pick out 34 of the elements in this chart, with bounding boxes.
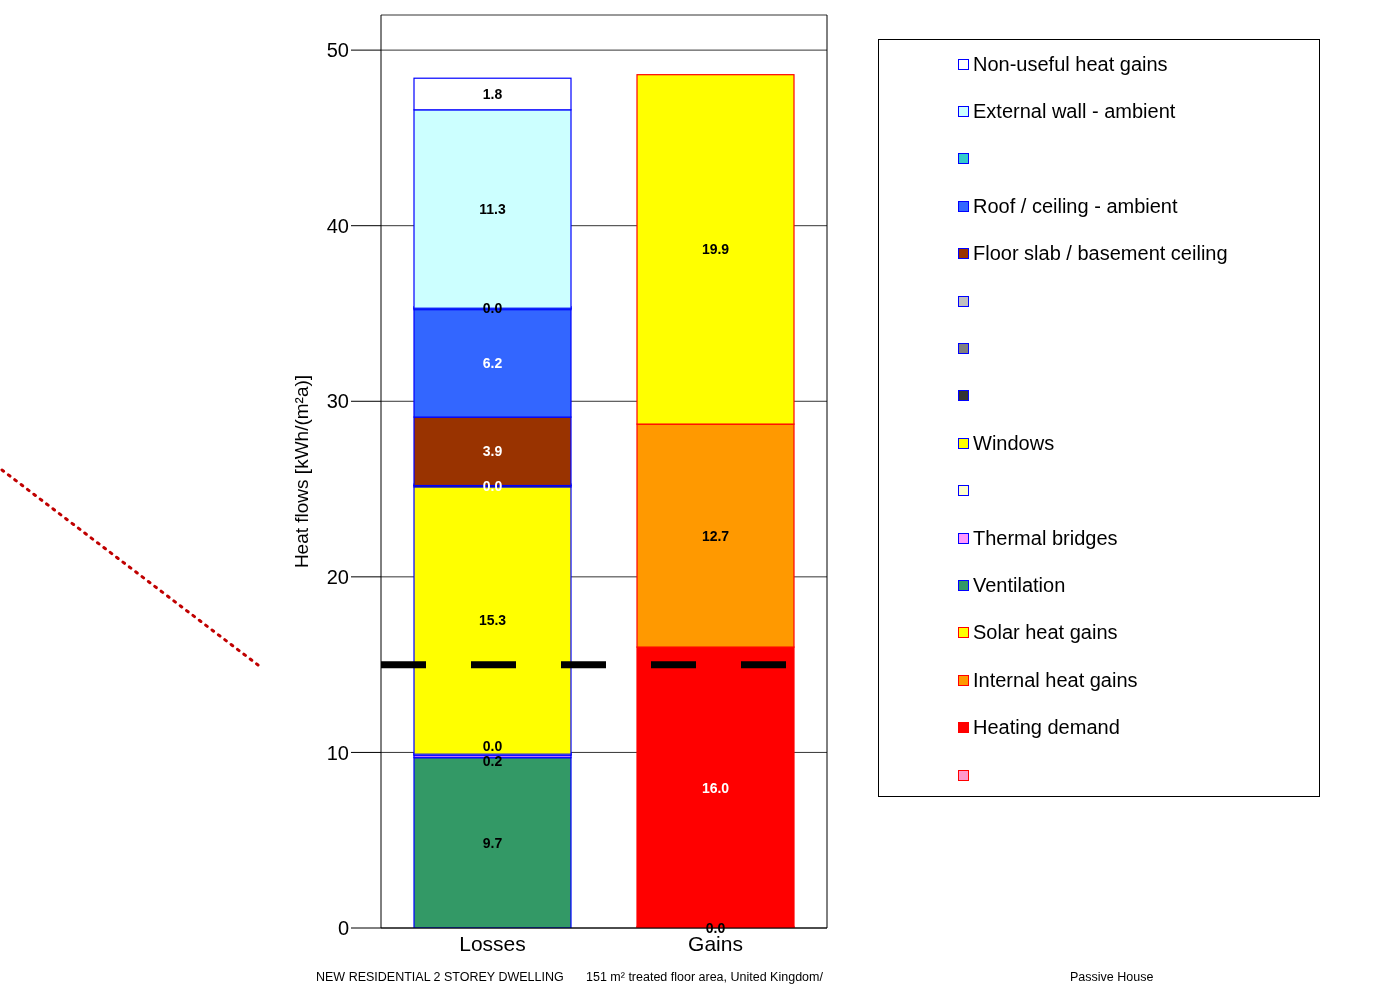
data-label: 0.0: [482, 738, 503, 755]
legend-label: Thermal bridges: [973, 526, 1118, 550]
data-label: 1.8: [482, 86, 503, 103]
data-label: 16.0: [701, 779, 730, 796]
y-tick-label: 50: [326, 39, 349, 62]
data-label: 15.3: [478, 611, 507, 628]
data-label: 11.3: [479, 201, 506, 218]
data-label: 0.2: [482, 752, 503, 769]
x-tick-label: Losses: [459, 931, 526, 955]
legend-label: Non-useful heat gains: [973, 52, 1168, 76]
legend-label: Ventilation: [973, 573, 1066, 597]
data-label: 12.7: [701, 527, 730, 544]
legend-label: External wall - ambient: [973, 99, 1176, 123]
data-label: 3.9: [482, 443, 503, 460]
y-tick-label: 30: [326, 390, 349, 413]
data-label: 6.2: [482, 354, 503, 371]
data-label: 19.9: [701, 241, 730, 258]
y-tick-label: 10: [326, 741, 349, 764]
text: Passive House: [1070, 970, 1155, 985]
text: 151 m² treated floor area, United Kingdom/: [586, 970, 824, 985]
y-tick-label: 0: [337, 917, 349, 940]
data-label: 0.0: [705, 920, 726, 936]
text: NEW RESIDENTIAL 2 STOREY DWELLING: [316, 970, 565, 985]
legend-label: Solar heat gains: [973, 621, 1118, 645]
legend-label: Roof / ceiling - ambient: [973, 194, 1178, 218]
y-tick-label: 40: [326, 214, 349, 237]
y-tick-label: 20: [326, 565, 349, 588]
y-axis-title: Heat flows [kWh/(m²a)]: [290, 374, 312, 569]
legend-label: Windows: [973, 431, 1055, 455]
legend-label: Floor slab / basement ceiling: [973, 242, 1228, 266]
legend-label: Heating demand: [973, 716, 1120, 740]
data-label: 0.0: [482, 477, 503, 494]
legend-label: Internal heat gains: [973, 668, 1138, 692]
data-label: 9.7: [482, 834, 503, 851]
